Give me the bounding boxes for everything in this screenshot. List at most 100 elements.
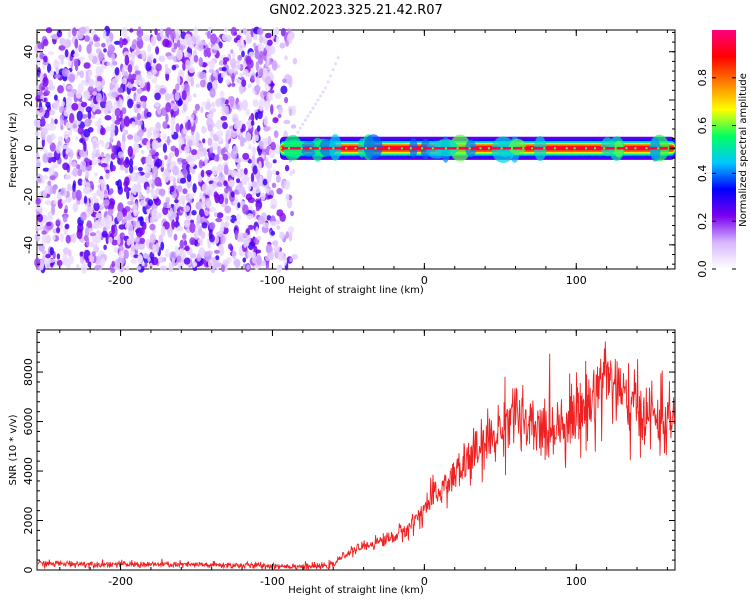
noise-dot: [120, 99, 124, 107]
signal-core-mark: [332, 147, 335, 150]
noise-dot: [262, 67, 268, 78]
noise-dot: [41, 230, 47, 235]
noise-dot: [177, 97, 183, 106]
noise-dot: [136, 265, 142, 271]
noise-dot: [188, 193, 195, 200]
noise-dot: [77, 83, 85, 93]
noise-dot: [130, 235, 135, 246]
noise-dot: [171, 212, 177, 219]
noise-dot: [262, 178, 268, 186]
noise-dot: [231, 82, 236, 87]
noise-dot: [34, 233, 41, 242]
spectrogram-y-axis-title: Frequency (Hz): [8, 112, 19, 188]
noise-dot: [278, 265, 283, 270]
snr-x-axis-title: Height of straight line (km): [288, 585, 424, 596]
noise-dot: [137, 167, 143, 172]
noise-dot: [95, 232, 101, 240]
noise-dot: [61, 101, 65, 107]
noise-dot: [131, 43, 137, 50]
noise-dot: [232, 250, 237, 260]
noise-dot: [80, 80, 87, 85]
noise-dot: [290, 210, 295, 217]
noise-dot: [154, 84, 160, 90]
noise-dot: [52, 185, 57, 195]
noise-dot: [291, 169, 296, 175]
signal-core-mark: [318, 147, 321, 150]
noise-dot: [272, 159, 277, 164]
noise-dot: [201, 101, 208, 107]
noise-dot: [224, 215, 232, 221]
noise-dot: [209, 234, 215, 243]
noise-dot: [39, 52, 44, 60]
noise-dot: [191, 210, 197, 216]
signal-core-mark: [431, 147, 434, 150]
noise-dot: [172, 165, 180, 176]
noise-dot: [160, 225, 166, 237]
noise-dot: [183, 205, 191, 213]
noise-dot: [105, 37, 111, 42]
colorbar-gradient: [712, 30, 736, 269]
noise-dot: [111, 220, 115, 226]
noise-dot: [116, 211, 124, 222]
noise-dot: [115, 258, 123, 268]
snr-y-tick-labels: 0 2000 4000 6000 8000: [22, 358, 35, 573]
noise-dot: [211, 259, 219, 269]
noise-dot: [100, 163, 108, 168]
noise-dot: [176, 185, 183, 193]
noise-dot: [110, 152, 116, 160]
noise-dot: [211, 142, 219, 151]
noise-dot: [195, 132, 200, 143]
noise-dot: [169, 185, 175, 193]
noise-dot: [91, 251, 96, 256]
noise-dot: [152, 127, 160, 139]
noise-dot: [130, 86, 137, 92]
noise-dot: [164, 176, 169, 183]
noise-dot: [51, 205, 55, 216]
noise-dot: [166, 55, 173, 60]
noise-dot: [152, 58, 157, 64]
noise-dot: [185, 121, 192, 131]
noise-dot: [124, 223, 130, 229]
noise-dot: [55, 66, 59, 74]
noise-dot: [87, 227, 93, 233]
spectrogram-y-tick-label: 20: [22, 93, 35, 107]
noise-dot: [245, 193, 253, 201]
noise-dot: [137, 216, 144, 222]
noise-dot: [167, 175, 175, 182]
noise-dot: [198, 175, 203, 183]
noise-dot: [224, 196, 229, 205]
noise-dot: [78, 44, 82, 53]
noise-dot: [189, 237, 196, 246]
noise-dot: [216, 181, 223, 187]
noise-dot: [143, 35, 150, 42]
noise-dot: [81, 114, 88, 119]
noise-dot: [140, 95, 148, 103]
noise-dot: [139, 244, 145, 250]
noise-dot: [88, 71, 92, 78]
noise-dot: [100, 180, 106, 192]
noise-dot: [50, 34, 58, 40]
noise-dot: [270, 221, 277, 227]
noise-dot: [180, 84, 185, 89]
noise-dot: [259, 33, 263, 44]
noise-dot: [192, 110, 198, 114]
noise-dot: [85, 236, 90, 247]
noise-dot: [257, 28, 264, 36]
spectrogram-y-tick-label: 0: [22, 145, 35, 152]
noise-dot: [174, 91, 180, 101]
signal-core-mark: [500, 147, 503, 150]
noise-dot: [83, 140, 87, 152]
figure-title: GN02.2023.325.21.42.R07: [269, 3, 443, 18]
noise-dot: [80, 262, 88, 274]
signal-core-mark: [625, 147, 628, 150]
noise-dot: [124, 176, 130, 187]
noise-dot: [266, 55, 270, 64]
noise-dot: [57, 85, 64, 94]
noise-dot: [88, 51, 93, 61]
noise-dot: [270, 142, 277, 151]
noise-dot: [267, 194, 274, 199]
noise-dot: [48, 136, 53, 146]
noise-dot: [177, 263, 183, 270]
noise-dot: [175, 123, 180, 133]
